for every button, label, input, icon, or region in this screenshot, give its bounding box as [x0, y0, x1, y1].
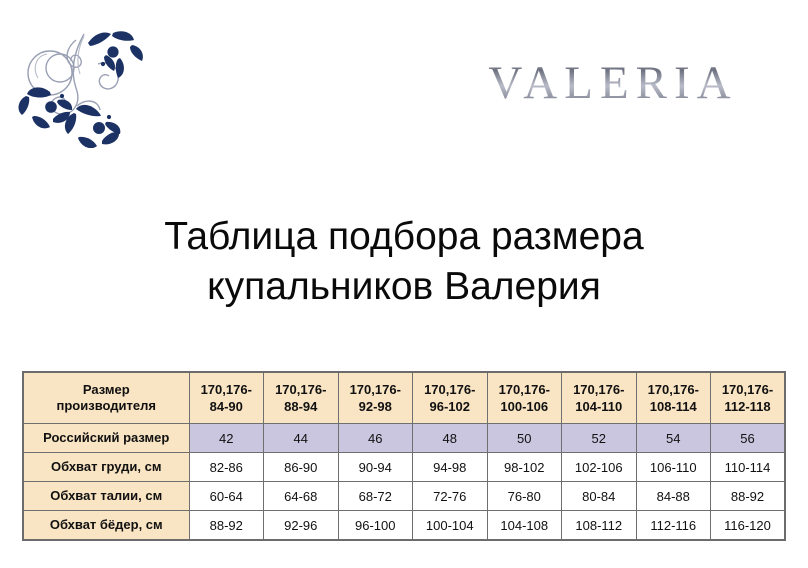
cell-line-1: 170,176-	[721, 382, 774, 397]
cell-bust-1: 82-86	[188, 452, 264, 482]
cell-line-1: 170,176-	[349, 382, 401, 397]
cell-waist-7: 84-88	[635, 481, 711, 511]
page-title-line-2: купальников Валерия	[207, 265, 601, 309]
cell-waist-8: 88-92	[710, 481, 786, 511]
cell-hips-2: 92-96	[263, 510, 339, 541]
page-title: Таблица подбора размера купальников Вале…	[0, 212, 808, 312]
cell-manufacturer-size-6: 170,176- 104-110	[561, 371, 637, 424]
cell-line-2: 108-114	[649, 399, 697, 414]
cell-bust-7: 106-110	[635, 452, 711, 482]
brand-wordmark: VALERIA	[468, 54, 758, 112]
cell-line-2: 112-118	[724, 399, 771, 414]
table-row-russian-size: Российский размер 42 44 46 48 50 52 54 5…	[22, 423, 786, 453]
cell-manufacturer-size-5: 170,176- 100-106	[486, 371, 562, 424]
row-label-russian-size: Российский размер	[22, 423, 190, 453]
cell-hips-6: 108-112	[561, 510, 637, 541]
floral-ornament-icon	[14, 18, 164, 148]
cell-line-1: 170,176-	[200, 382, 252, 397]
cell-waist-5: 76-80	[486, 481, 562, 511]
cell-hips-4: 100-104	[412, 510, 488, 541]
cell-manufacturer-size-3: 170,176- 92-98	[337, 371, 413, 424]
row-label-line-1: Размер	[82, 382, 130, 397]
row-label-manufacturer-size: Размер производителя	[22, 371, 190, 424]
row-label-line-2: производителя	[56, 398, 156, 413]
cell-manufacturer-size-4: 170,176- 96-102	[412, 371, 488, 424]
cell-line-2: 92-98	[358, 399, 392, 414]
cell-manufacturer-size-8: 170,176- 112-118	[710, 371, 786, 424]
cell-line-2: 96-102	[429, 399, 470, 414]
size-chart: Размер производителя 170,176- 84-90 170,…	[22, 371, 786, 541]
cell-bust-2: 86-90	[263, 452, 339, 482]
cell-russian-size-2: 44	[263, 423, 339, 453]
cell-russian-size-3: 46	[337, 423, 413, 453]
cell-manufacturer-size-1: 170,176- 84-90	[188, 371, 264, 424]
cell-line-1: 170,176-	[424, 382, 476, 397]
cell-russian-size-7: 54	[635, 423, 711, 453]
cell-waist-1: 60-64	[188, 481, 264, 511]
row-label-hips: Обхват бёдер, см	[22, 510, 190, 541]
table-row-bust: Обхват груди, см 82-86 86-90 90-94 94-98…	[22, 452, 786, 482]
cell-line-2: 84-90	[209, 399, 243, 414]
cell-waist-3: 68-72	[337, 481, 413, 511]
cell-line-2: 100-106	[500, 399, 549, 414]
cell-bust-3: 90-94	[337, 452, 413, 482]
cell-manufacturer-size-7: 170,176- 108-114	[635, 371, 711, 424]
table-row-hips: Обхват бёдер, см 88-92 92-96 96-100 100-…	[22, 510, 786, 541]
cell-russian-size-5: 50	[486, 423, 562, 453]
size-table: Размер производителя 170,176- 84-90 170,…	[22, 371, 786, 541]
cell-hips-1: 88-92	[188, 510, 264, 541]
cell-line-1: 170,176-	[498, 382, 550, 397]
cell-bust-6: 102-106	[561, 452, 637, 482]
cell-hips-5: 104-108	[486, 510, 562, 541]
row-label-waist: Обхват талии, см	[22, 481, 190, 511]
cell-waist-4: 72-76	[412, 481, 488, 511]
cell-line-2: 104-110	[575, 399, 623, 414]
cell-line-1: 170,176-	[573, 382, 625, 397]
cell-bust-5: 98-102	[486, 452, 562, 482]
page-title-line-1: Таблица подбора размера	[164, 215, 644, 259]
brand-header: VALERIA	[0, 0, 808, 165]
cell-waist-6: 80-84	[561, 481, 637, 511]
row-label-bust: Обхват груди, см	[22, 452, 190, 482]
cell-bust-8: 110-114	[710, 452, 786, 482]
cell-hips-8: 116-120	[710, 510, 786, 541]
cell-hips-7: 112-116	[635, 510, 711, 541]
table-row-waist: Обхват талии, см 60-64 64-68 68-72 72-76…	[22, 481, 786, 511]
cell-manufacturer-size-2: 170,176- 88-94	[263, 371, 339, 424]
cell-bust-4: 94-98	[412, 452, 488, 482]
cell-line-1: 170,176-	[275, 382, 327, 397]
cell-waist-2: 64-68	[263, 481, 339, 511]
cell-russian-size-8: 56	[710, 423, 786, 453]
cell-line-2: 88-94	[284, 399, 318, 414]
cell-hips-3: 96-100	[337, 510, 413, 541]
cell-russian-size-6: 52	[561, 423, 637, 453]
cell-line-1: 170,176-	[647, 382, 699, 397]
cell-russian-size-4: 48	[412, 423, 488, 453]
cell-russian-size-1: 42	[188, 423, 264, 453]
table-row-manufacturer-size: Размер производителя 170,176- 84-90 170,…	[22, 371, 786, 424]
